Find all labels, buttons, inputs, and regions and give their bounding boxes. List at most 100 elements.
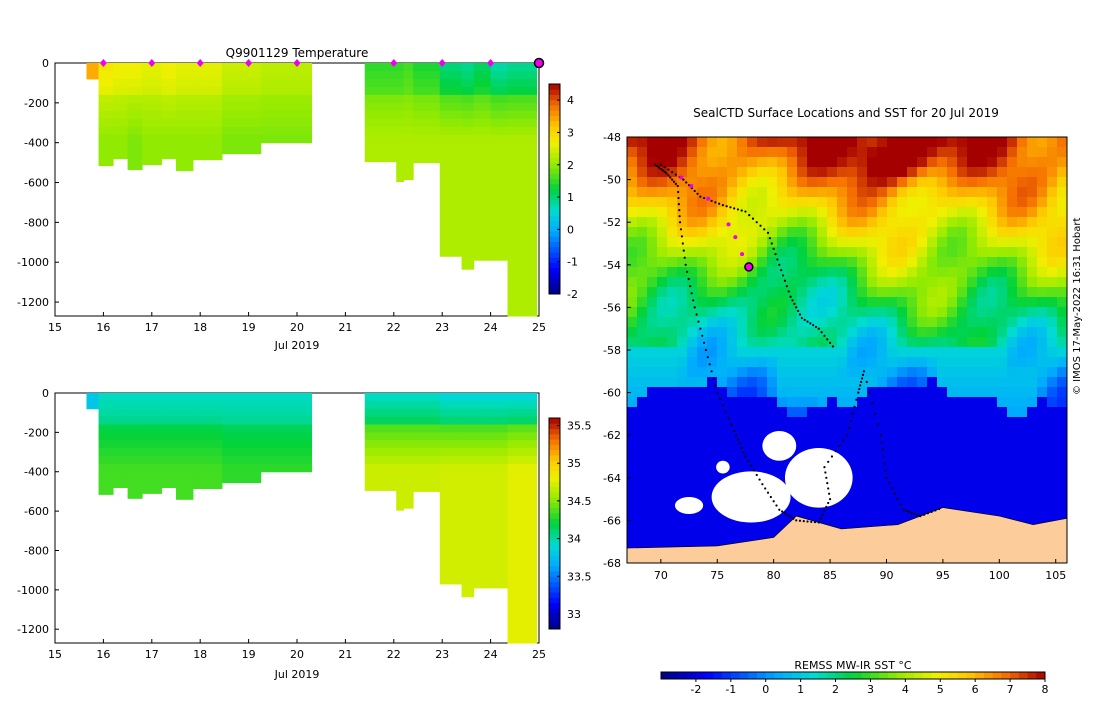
sst-cell [867, 327, 878, 338]
track-point [695, 313, 698, 316]
sst-cell [1037, 497, 1048, 508]
sst-cell [737, 457, 748, 468]
sst-cell [627, 357, 638, 368]
section-cell [473, 518, 492, 528]
colorbar-band [549, 257, 560, 263]
sst-cell [797, 237, 808, 248]
sst-cell [767, 327, 778, 338]
section-cell [507, 118, 538, 128]
sst-cell [997, 327, 1008, 338]
sst-cell [917, 407, 928, 418]
sst-cell [787, 327, 798, 338]
section-cell [490, 254, 509, 261]
colorbar-band [549, 560, 560, 567]
sst-cell [1017, 407, 1028, 418]
section-cell [364, 134, 397, 144]
section-cell [461, 558, 475, 567]
sst-cell [917, 307, 928, 318]
sst-cell [1037, 237, 1048, 248]
sst-cell [647, 447, 658, 458]
map-axes: 70 75 80 85 90 95 100 105-48-50-52-54-56-58-60-… [603, 131, 1066, 582]
sst-cell [877, 507, 888, 518]
section-cell [192, 487, 223, 489]
sst-cell [827, 317, 838, 328]
sst-cell [957, 327, 968, 338]
section-cell [396, 432, 404, 441]
sst-cell [927, 217, 938, 228]
section-cell [142, 142, 162, 152]
section-cell [507, 589, 538, 599]
sst-cell [627, 287, 638, 298]
sst-cell [837, 147, 848, 158]
section-cell [364, 118, 397, 128]
sst-cell [887, 217, 898, 228]
sst-cell [947, 207, 958, 218]
sst-cell [787, 227, 798, 238]
sst-cell [837, 367, 848, 378]
sst-cell [647, 177, 658, 188]
track-point [696, 192, 699, 195]
sst-cell [957, 167, 968, 178]
track-point [692, 299, 695, 302]
sst-cell [837, 257, 848, 268]
section-cell [127, 495, 143, 499]
section-cell [176, 471, 194, 481]
sst-cell [1027, 297, 1038, 308]
sst-cell [697, 397, 708, 408]
section-cell [439, 542, 463, 551]
sst-cell [667, 217, 678, 228]
sst-cell [967, 347, 978, 358]
section-cell [396, 70, 404, 80]
sst-colorbar-band [739, 672, 749, 679]
sst-cell [977, 507, 988, 518]
section-cell [507, 294, 538, 303]
section-cell [461, 495, 475, 504]
colorbar-band [549, 131, 560, 137]
section-cell [490, 174, 509, 184]
sst-cell [667, 197, 678, 208]
section-cell [161, 102, 177, 112]
sst-map-panel: SealCTD Surface Locations and SST for 20… [603, 106, 1068, 696]
section-cell [490, 63, 509, 72]
section-cell [473, 214, 492, 223]
sst-cell [1047, 417, 1058, 428]
sst-cell [757, 317, 768, 328]
sst-cell [807, 237, 818, 248]
sst-cell [967, 277, 978, 288]
sst-cell [1047, 497, 1058, 508]
sst-cell [807, 317, 818, 328]
sst-cell [837, 197, 848, 208]
sst-cell [867, 477, 878, 488]
sst-cell [957, 307, 968, 318]
track-point [758, 478, 761, 481]
colorbar-band [549, 147, 560, 153]
section-cell [396, 166, 404, 176]
sst-cell [917, 447, 928, 458]
sst-cell [997, 427, 1008, 438]
sst-cell [847, 317, 858, 328]
sst-cell [1057, 227, 1067, 238]
sst-cell [667, 467, 678, 478]
sst-cell [797, 267, 808, 278]
sst-cell [907, 317, 918, 328]
sst-cell [997, 277, 1008, 288]
sst-cell [687, 417, 698, 428]
section-cell [86, 393, 100, 402]
sst-cell [897, 457, 908, 468]
sst-cell [727, 177, 738, 188]
sst-cell [927, 367, 938, 378]
track-point [922, 513, 926, 516]
sst-cell [727, 307, 738, 318]
section-cell [507, 166, 538, 176]
sst-cell [977, 277, 988, 288]
section-cell [439, 440, 463, 449]
sst-cell [817, 167, 828, 178]
sst-cell [867, 497, 878, 508]
y-tick-label: -200 [24, 97, 49, 110]
sst-cell [867, 387, 878, 398]
track-point [740, 209, 743, 212]
sst-cell [627, 197, 638, 208]
sst-cell [737, 137, 748, 148]
sst-cell [757, 137, 768, 148]
sst-cell [907, 337, 918, 348]
